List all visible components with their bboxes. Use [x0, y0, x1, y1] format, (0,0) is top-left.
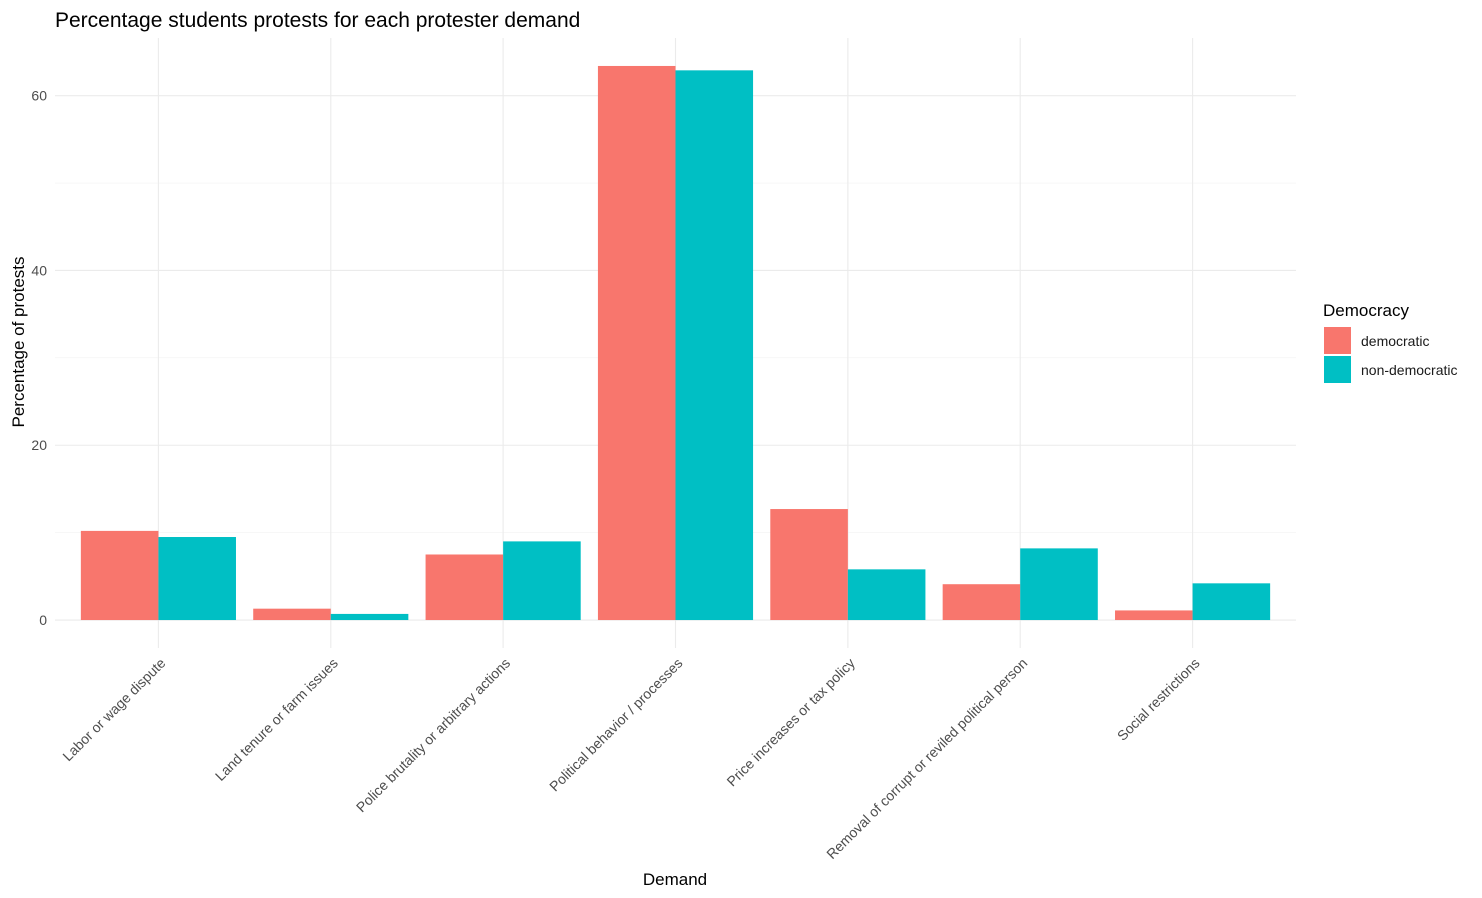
bar-democratic — [80, 530, 159, 621]
bar-non-democratic — [1192, 583, 1271, 621]
bar-non-democratic — [675, 70, 754, 621]
bar-democratic — [1115, 610, 1193, 621]
legend-key-non-democratic — [1324, 356, 1351, 383]
y-tick-label: 0 — [39, 612, 47, 628]
x-axis-title: Demand — [643, 870, 707, 889]
x-tick-label: Price increases or tax policy — [723, 655, 858, 790]
y-tick-label: 40 — [31, 262, 47, 278]
x-tick-label: Social restrictions — [1114, 655, 1203, 744]
legend: Democracy democratic non-democratic — [1323, 301, 1458, 383]
bars — [80, 65, 1271, 621]
legend-key-democratic — [1324, 327, 1351, 354]
y-tick-label: 20 — [31, 437, 47, 453]
bar-democratic — [425, 554, 504, 621]
y-tick-label: 60 — [31, 88, 47, 104]
bar-non-democratic — [1020, 548, 1098, 621]
legend-label: non-democratic — [1361, 362, 1458, 378]
bar-democratic — [597, 65, 676, 621]
bar-non-democratic — [330, 613, 409, 621]
y-tick-labels: 0 20 40 60 — [31, 88, 47, 628]
bar-non-democratic — [158, 537, 236, 621]
chart-title: Percentage students protests for each pr… — [55, 9, 580, 32]
bar-non-democratic — [847, 569, 926, 621]
legend-label: democratic — [1361, 333, 1429, 349]
bar-democratic — [942, 584, 1021, 621]
bar-democratic — [253, 608, 331, 621]
bar-non-democratic — [503, 541, 581, 621]
x-tick-labels: Labor or wage dispute Land tenure or farm… — [59, 655, 1202, 862]
x-tick-label: Political behavior / processes — [546, 655, 686, 795]
bar-democratic — [770, 509, 848, 621]
x-tick-label: Labor or wage dispute — [59, 655, 168, 764]
legend-title: Democracy — [1323, 301, 1409, 320]
x-tick-label: Land tenure or farm issues — [212, 655, 341, 784]
x-tick-label: Police brutality or arbitrary actions — [353, 655, 513, 815]
y-axis-title: Percentage of protests — [9, 256, 28, 427]
legend-items: democratic non-democratic — [1324, 327, 1458, 383]
x-tick-label: Removal of corrupt or reviled political … — [823, 655, 1030, 862]
